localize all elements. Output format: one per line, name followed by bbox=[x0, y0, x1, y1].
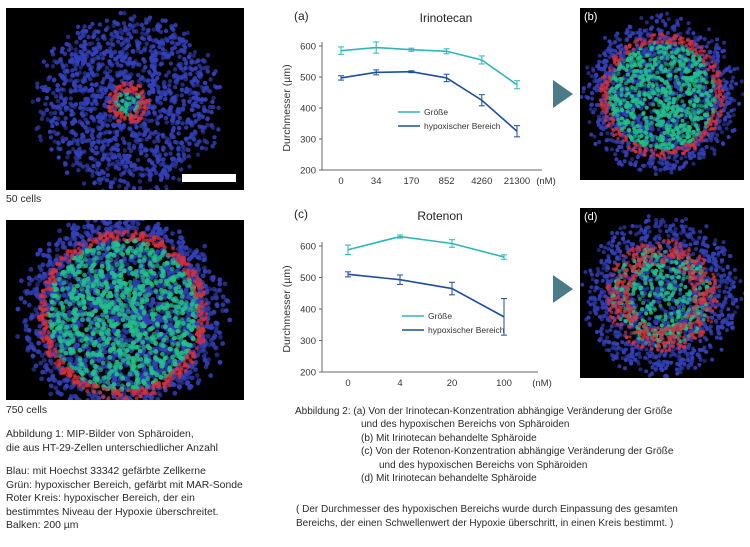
y-tick-label: 300 bbox=[300, 336, 316, 347]
legend-entry: Größe bbox=[428, 311, 452, 321]
x-tick-label: 21300 bbox=[504, 176, 530, 187]
micrograph-irinotecan: (b) bbox=[580, 8, 744, 180]
figure2-caption-line: und des hypoxischen Bereichs von Sphäroi… bbox=[361, 419, 570, 431]
arrow-right-icon bbox=[553, 80, 573, 108]
figure2-caption: Abbildung 2: (a) Von der Irinotecan-Konz… bbox=[295, 405, 673, 485]
figure1-legend-line: bestimmtes Niveau der Hypoxie überschrei… bbox=[6, 506, 219, 518]
figure2-note-line: ( Der Durchmesser des hypoxischen Bereic… bbox=[296, 504, 678, 515]
chart-irinotecan: (a) Irinotecan 200 300 400 500 600 Durchmesser … bbox=[281, 9, 556, 187]
micrograph-50-cells bbox=[6, 8, 244, 190]
label-750-cells: 750 cells bbox=[6, 405, 48, 416]
y-tick-label: 400 bbox=[300, 104, 316, 115]
panel-label: (a) bbox=[294, 9, 309, 23]
spheroid bbox=[580, 11, 744, 177]
y-tick-label: 300 bbox=[300, 135, 316, 146]
panel-label-d: (d) bbox=[584, 211, 598, 223]
x-tick-label: 0 bbox=[338, 176, 343, 187]
legend-entry: hypoxischer Bereich bbox=[424, 121, 501, 131]
y-axis-label: Durchmesser (µm) bbox=[281, 64, 293, 151]
series-line bbox=[340, 70, 518, 132]
arrow-right-icon bbox=[553, 275, 573, 303]
scale-bar bbox=[182, 174, 236, 182]
x-unit-label: (nM) bbox=[536, 176, 556, 187]
micrograph-rotenon: (d) bbox=[580, 208, 744, 378]
spheroid bbox=[30, 10, 222, 190]
figure1-legend: Blau: mit Hoechst 33342 gefärbte Zellker… bbox=[6, 465, 243, 533]
figure2-note-line: Bereichs, der einen Schwellenwert der Hy… bbox=[296, 517, 674, 529]
figure1-legend-line: Roter Kreis: hypoxischer Bereich, der ei… bbox=[6, 493, 195, 505]
y-axis-label: Durchmesser (µm) bbox=[281, 265, 293, 352]
series-line bbox=[347, 235, 505, 258]
figure1-caption-line: die aus HT-29-Zellen unterschiedlicher A… bbox=[6, 442, 218, 454]
figure1-legend-line: Grün: hypoxischer Bereich, gefärbt mit M… bbox=[6, 479, 243, 491]
figure1-legend-line: Balken: 200 µm bbox=[6, 520, 79, 532]
figure2-caption-line: (c) Von der Rotenon-Konzentration abhäng… bbox=[361, 446, 674, 458]
figure1-caption-line: Abbildung 1: MIP-Bilder von Sphäroiden, bbox=[6, 429, 194, 440]
figure2-caption-line: (b) Mit Irinotecan behandelte Sphäroide bbox=[361, 432, 537, 444]
chart-title: Irinotecan bbox=[420, 11, 473, 25]
y-tick-label: 400 bbox=[300, 305, 316, 316]
series-line bbox=[340, 46, 518, 86]
x-tick-label: 100 bbox=[496, 378, 512, 389]
legend-entry: hypoxischer Bereich bbox=[428, 325, 505, 335]
x-tick-label: 34 bbox=[371, 176, 382, 187]
x-unit-label: (nM) bbox=[532, 378, 552, 389]
x-tick-label: 170 bbox=[403, 176, 419, 187]
series-line bbox=[347, 273, 505, 318]
x-tick-label: 852 bbox=[439, 176, 455, 187]
figure2-caption-line: (d) Mit Irinotecan behandelte Sphäroide bbox=[361, 473, 537, 485]
spheroid bbox=[580, 214, 744, 378]
y-tick-label: 200 bbox=[300, 166, 316, 177]
label-50-cells: 50 cells bbox=[6, 194, 42, 205]
panel-label: (c) bbox=[294, 207, 308, 221]
chart-title: Rotenon bbox=[417, 209, 462, 223]
y-tick-label: 500 bbox=[300, 273, 316, 284]
x-tick-label: 20 bbox=[447, 378, 458, 389]
y-tick-label: 600 bbox=[300, 42, 316, 53]
figure1-caption: Abbildung 1: MIP-Bilder von Sphäroiden, … bbox=[6, 428, 218, 455]
y-tick-label: 600 bbox=[300, 242, 316, 253]
figure2-note: ( Der Durchmesser des hypoxischen Bereic… bbox=[296, 503, 678, 530]
x-tick-label: 4 bbox=[397, 378, 402, 389]
legend-entry: Größe bbox=[424, 107, 448, 117]
panel-label-b: (b) bbox=[584, 11, 598, 23]
figure1-legend-line: Blau: mit Hoechst 33342 gefärbte Zellker… bbox=[6, 466, 206, 477]
micrograph-750-cells bbox=[6, 220, 244, 400]
x-tick-label: 4260 bbox=[471, 176, 492, 187]
y-tick-label: 500 bbox=[300, 73, 316, 84]
y-tick-label: 200 bbox=[300, 368, 316, 379]
figure2-caption-line: Abbildung 2: (a) Von der Irinotecan-Konz… bbox=[295, 406, 673, 417]
figure2-caption-line: und des hypoxischen Bereichs von Sphäroi… bbox=[379, 459, 588, 471]
spheroid bbox=[15, 220, 233, 400]
x-tick-label: 0 bbox=[345, 378, 350, 389]
